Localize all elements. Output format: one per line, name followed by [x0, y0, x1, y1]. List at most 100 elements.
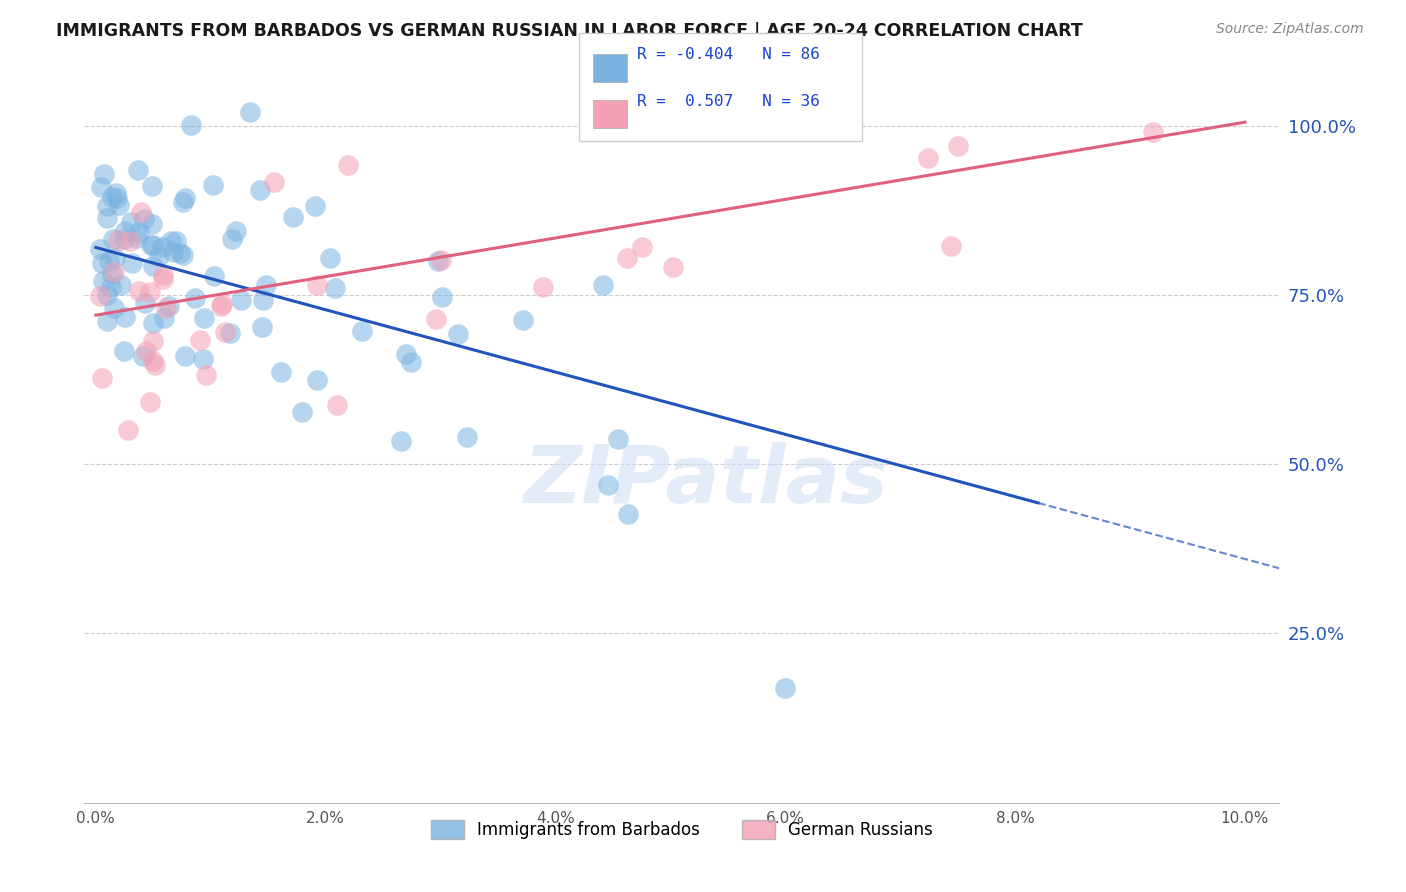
Point: [631, 240, 654, 254]
Point: [121, 256, 143, 270]
Point: [142, 334, 165, 348]
Point: [202, 268, 225, 283]
Point: [939, 239, 962, 253]
Point: [775, 681, 797, 695]
Text: IMMIGRANTS FROM BARBADOS VS GERMAN RUSSIAN IN LABOR FORCE | AGE 20-24 CORRELATIO: IMMIGRANTS FROM BARBADOS VS GERMAN RUSSI…: [56, 22, 1083, 40]
Point: [427, 254, 450, 268]
Point: [616, 252, 638, 266]
Point: [429, 253, 451, 268]
Point: [446, 326, 468, 341]
Point: [135, 343, 157, 358]
Point: [425, 312, 447, 326]
Point: [211, 296, 233, 310]
Point: [93, 274, 115, 288]
Point: [662, 260, 685, 274]
Point: [134, 295, 156, 310]
Point: [98, 254, 121, 268]
Point: [101, 190, 124, 204]
Point: [169, 246, 191, 260]
Point: [142, 237, 165, 252]
Point: [229, 293, 252, 307]
Point: [91, 371, 114, 385]
Point: [606, 432, 628, 446]
Point: [93, 167, 115, 181]
Point: [96, 288, 118, 302]
Point: [103, 232, 125, 246]
Point: [225, 224, 247, 238]
Point: [174, 349, 197, 363]
Point: [143, 358, 166, 372]
Point: [617, 507, 640, 521]
Point: [389, 434, 412, 448]
Point: [184, 291, 207, 305]
Text: R = -0.404   N = 86: R = -0.404 N = 86: [637, 47, 820, 62]
Point: [114, 310, 136, 324]
Point: [141, 178, 163, 193]
Point: [89, 289, 111, 303]
Text: R =  0.507   N = 36: R = 0.507 N = 36: [637, 94, 820, 109]
Point: [120, 234, 142, 248]
Point: [142, 317, 165, 331]
Point: [252, 293, 274, 307]
Point: [172, 248, 194, 262]
Point: [120, 214, 142, 228]
Point: [96, 199, 118, 213]
Point: [152, 310, 174, 325]
Point: [195, 368, 218, 382]
Point: [512, 313, 534, 327]
Point: [110, 278, 132, 293]
Point: [291, 404, 314, 418]
Point: [201, 178, 224, 192]
Point: [96, 314, 118, 328]
Point: [305, 373, 328, 387]
Point: [307, 277, 329, 292]
Point: [152, 272, 174, 286]
Point: [350, 324, 373, 338]
Point: [103, 301, 125, 315]
Point: [129, 205, 152, 219]
Point: [592, 278, 614, 293]
Point: [96, 211, 118, 226]
Point: [103, 265, 125, 279]
Point: [395, 346, 418, 360]
Point: [173, 191, 195, 205]
Point: [125, 231, 148, 245]
Point: [139, 395, 162, 409]
Point: [304, 199, 326, 213]
Point: [114, 224, 136, 238]
Point: [399, 355, 422, 369]
Point: [131, 350, 153, 364]
Point: [946, 139, 969, 153]
Point: [249, 183, 271, 197]
Point: [150, 240, 173, 254]
Point: [117, 423, 139, 437]
Point: [100, 279, 122, 293]
Text: ZIPatlas: ZIPatlas: [523, 442, 889, 520]
Point: [221, 232, 243, 246]
Point: [141, 217, 163, 231]
Point: [188, 333, 211, 347]
Point: [319, 251, 342, 265]
Point: [214, 326, 236, 340]
Point: [159, 234, 181, 248]
Point: [103, 251, 125, 265]
Point: [162, 245, 184, 260]
Legend: Immigrants from Barbados, German Russians: Immigrants from Barbados, German Russian…: [425, 814, 939, 846]
Point: [456, 430, 478, 444]
Point: [91, 256, 114, 270]
Point: [90, 180, 112, 194]
Point: [430, 290, 453, 304]
Point: [531, 280, 554, 294]
Text: Source: ZipAtlas.com: Source: ZipAtlas.com: [1216, 22, 1364, 37]
Point: [108, 198, 131, 212]
Point: [105, 186, 128, 200]
Point: [128, 225, 150, 239]
Point: [105, 191, 128, 205]
Point: [193, 311, 215, 326]
Point: [148, 249, 170, 263]
Point: [598, 478, 620, 492]
Point: [917, 151, 939, 165]
Point: [89, 242, 111, 256]
Point: [281, 211, 304, 225]
Point: [141, 238, 163, 252]
